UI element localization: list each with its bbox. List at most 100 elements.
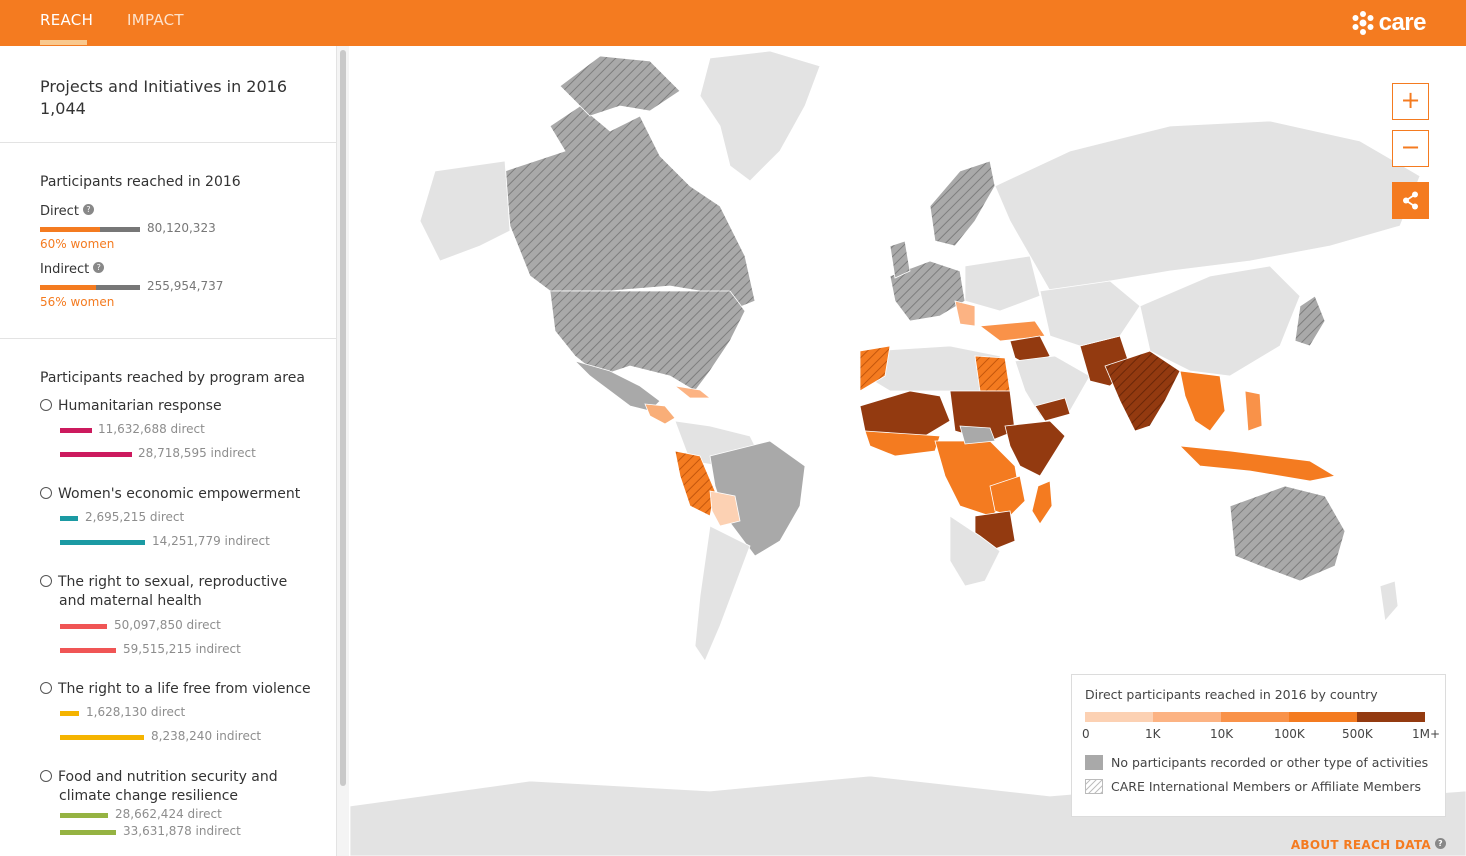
projects-count: 1,044 [40, 99, 86, 118]
divider [0, 338, 336, 339]
program-indirect-value: 8,238,240 indirect [151, 729, 262, 743]
new-zealand[interactable] [1379, 580, 1399, 622]
program-indirect-bar [60, 735, 144, 740]
program-direct-bar [60, 813, 108, 818]
scandinavia[interactable] [929, 160, 996, 247]
help-icon[interactable]: ? [1435, 838, 1446, 849]
legend-scale-4 [1357, 712, 1425, 722]
indirect-label-text: Indirect [40, 262, 90, 277]
program-item-food[interactable]: Food and nutrition security and climate … [40, 768, 330, 838]
program-direct-value: 2,695,215 direct [85, 510, 185, 524]
legend-no-participants-text: No participants recorded or other type o… [1111, 755, 1429, 770]
tab-impact[interactable]: IMPACT [127, 11, 184, 29]
program-direct-value: 50,097,850 direct [114, 618, 221, 632]
projects-summary: Projects and Initiatives in 2016 1,044 [40, 76, 320, 120]
radio-button[interactable] [40, 487, 52, 499]
direct-women-bar [40, 227, 100, 232]
about-reach-data-link[interactable]: ABOUT REACH DATA? [1291, 838, 1446, 852]
eastern-europe[interactable] [964, 255, 1041, 312]
bolivia[interactable] [709, 490, 741, 527]
direct-label: Direct? [40, 203, 94, 219]
legend-tick: 0 [1082, 727, 1090, 741]
radio-button[interactable] [40, 770, 52, 782]
direct-women: 60% women [40, 237, 115, 251]
zoom-out-button[interactable]: − [1392, 130, 1429, 167]
radio-button[interactable] [40, 575, 52, 587]
care-globe-icon [1352, 11, 1374, 35]
southeast-asia[interactable] [1179, 370, 1226, 432]
middle-east[interactable] [1014, 355, 1091, 417]
legend-tick: 10K [1210, 727, 1234, 741]
east-africa[interactable] [989, 475, 1026, 517]
alaska[interactable] [419, 160, 511, 262]
caribbean[interactable] [673, 385, 712, 399]
program-item-humanitarian[interactable]: Humanitarian response 11,632,688 direct … [40, 397, 330, 460]
active-tab-indicator [40, 40, 87, 45]
central-america[interactable] [644, 403, 676, 425]
program-item-health[interactable]: The right to sexual, reproductive and ma… [40, 573, 330, 656]
peru-ecuador[interactable] [674, 450, 716, 517]
balkans[interactable] [954, 300, 976, 327]
western-europe[interactable] [889, 260, 966, 322]
share-button[interactable] [1392, 182, 1429, 219]
greenland[interactable] [699, 50, 821, 182]
philippines[interactable] [1244, 390, 1263, 432]
program-label: The right to a life free from violence [58, 681, 311, 697]
program-indirect-value: 33,631,878 indirect [123, 824, 241, 838]
southern-cone[interactable] [694, 525, 751, 662]
turkey[interactable] [978, 320, 1046, 342]
legend-scale-0 [1085, 712, 1153, 722]
yemen[interactable] [1034, 397, 1071, 422]
indirect-value: 255,954,737 [147, 279, 224, 293]
program-direct-bar [60, 711, 79, 716]
china[interactable] [1139, 265, 1301, 377]
legend-scale-1 [1153, 712, 1221, 722]
united-states[interactable] [549, 290, 746, 392]
help-icon[interactable]: ? [82, 204, 94, 215]
program-item-economic[interactable]: Women's economic empowerment 2,695,215 d… [40, 485, 330, 548]
program-label: Humanitarian response [58, 398, 222, 414]
about-reach-data-text[interactable]: ABOUT REACH DATA [1290, 838, 1431, 852]
help-icon[interactable]: ? [93, 262, 105, 273]
legend-no-participants: No participants recorded or other type o… [1085, 755, 1428, 770]
participants-title: Participants reached in 2016 [40, 174, 241, 190]
scrollbar-thumb[interactable] [340, 50, 346, 786]
care-logo[interactable]: care [1350, 8, 1427, 38]
program-direct-bar [60, 428, 92, 433]
russia[interactable] [994, 120, 1421, 292]
congo[interactable] [959, 425, 996, 445]
program-label: Women's economic empowerment [58, 486, 301, 502]
horn-of-africa[interactable] [1004, 420, 1066, 477]
program-item-violence[interactable]: The right to a life free from violence 1… [40, 680, 330, 743]
map-legend: Direct participants reached in 2016 by c… [1071, 674, 1446, 817]
india[interactable] [1104, 350, 1181, 432]
zoom-in-button[interactable]: + [1392, 83, 1429, 120]
radio-button[interactable] [40, 399, 52, 411]
legend-tick: 1K [1145, 727, 1161, 741]
legend-swatch [1085, 755, 1103, 770]
tab-reach[interactable]: REACH [40, 11, 94, 29]
sahel-west[interactable] [859, 390, 951, 437]
southern-africa[interactable] [949, 515, 1001, 587]
arctic-islands[interactable] [559, 55, 681, 117]
japan[interactable] [1294, 295, 1326, 347]
morocco[interactable] [859, 345, 891, 392]
sidebar-scrollbar[interactable] [336, 46, 349, 856]
program-direct-bar [60, 624, 107, 629]
program-direct-value: 28,662,424 direct [115, 807, 222, 821]
indirect-women: 56% women [40, 295, 115, 309]
canada[interactable] [504, 105, 756, 312]
west-africa[interactable] [864, 430, 941, 457]
legend-scale-2 [1221, 712, 1289, 722]
madagascar[interactable] [1031, 480, 1053, 525]
central-asia[interactable] [1039, 280, 1141, 347]
indonesia[interactable] [1178, 445, 1337, 482]
radio-button[interactable] [40, 682, 52, 694]
divider [0, 142, 336, 143]
uk[interactable] [889, 240, 911, 279]
australia[interactable] [1229, 485, 1346, 582]
participants-summary: Participants reached in 2016 Direct? 80,… [40, 174, 330, 309]
legend-scale-3 [1289, 712, 1357, 722]
program-indirect-bar [60, 452, 132, 457]
egypt[interactable] [974, 355, 1011, 392]
